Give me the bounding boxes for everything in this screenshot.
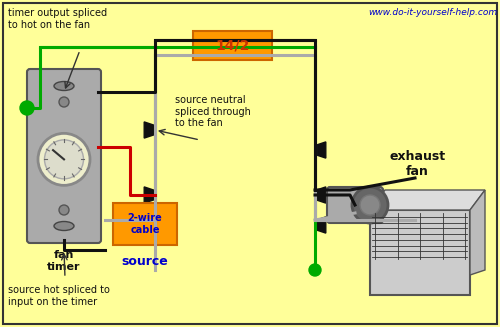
Text: 14/2: 14/2	[216, 39, 250, 53]
Circle shape	[38, 133, 90, 185]
Text: source: source	[122, 255, 168, 268]
Polygon shape	[370, 190, 485, 210]
Polygon shape	[315, 217, 326, 233]
Circle shape	[309, 264, 321, 276]
FancyBboxPatch shape	[113, 203, 177, 245]
Text: source neutral
spliced through
to the fan: source neutral spliced through to the fa…	[175, 95, 251, 128]
Text: 2-wire
cable: 2-wire cable	[128, 213, 162, 235]
Circle shape	[360, 195, 380, 215]
Text: exhaust
fan: exhaust fan	[390, 150, 446, 178]
Text: fan
timer: fan timer	[47, 250, 81, 272]
FancyBboxPatch shape	[27, 69, 101, 243]
FancyBboxPatch shape	[3, 3, 497, 324]
Polygon shape	[315, 142, 326, 158]
Polygon shape	[144, 122, 155, 138]
Text: source hot spliced to
input on the timer: source hot spliced to input on the timer	[8, 285, 110, 307]
FancyBboxPatch shape	[193, 31, 272, 60]
Circle shape	[59, 97, 69, 107]
Ellipse shape	[54, 221, 74, 231]
Polygon shape	[144, 187, 155, 203]
Text: timer output spliced
to hot on the fan: timer output spliced to hot on the fan	[8, 8, 107, 30]
FancyBboxPatch shape	[370, 210, 470, 295]
Polygon shape	[315, 187, 326, 203]
Circle shape	[20, 101, 34, 115]
Polygon shape	[470, 190, 485, 275]
Ellipse shape	[54, 81, 74, 91]
Circle shape	[352, 187, 388, 223]
Text: www.do-it-yourself-help.com: www.do-it-yourself-help.com	[368, 8, 497, 17]
Circle shape	[59, 205, 69, 215]
FancyBboxPatch shape	[327, 187, 383, 223]
Circle shape	[44, 140, 84, 179]
